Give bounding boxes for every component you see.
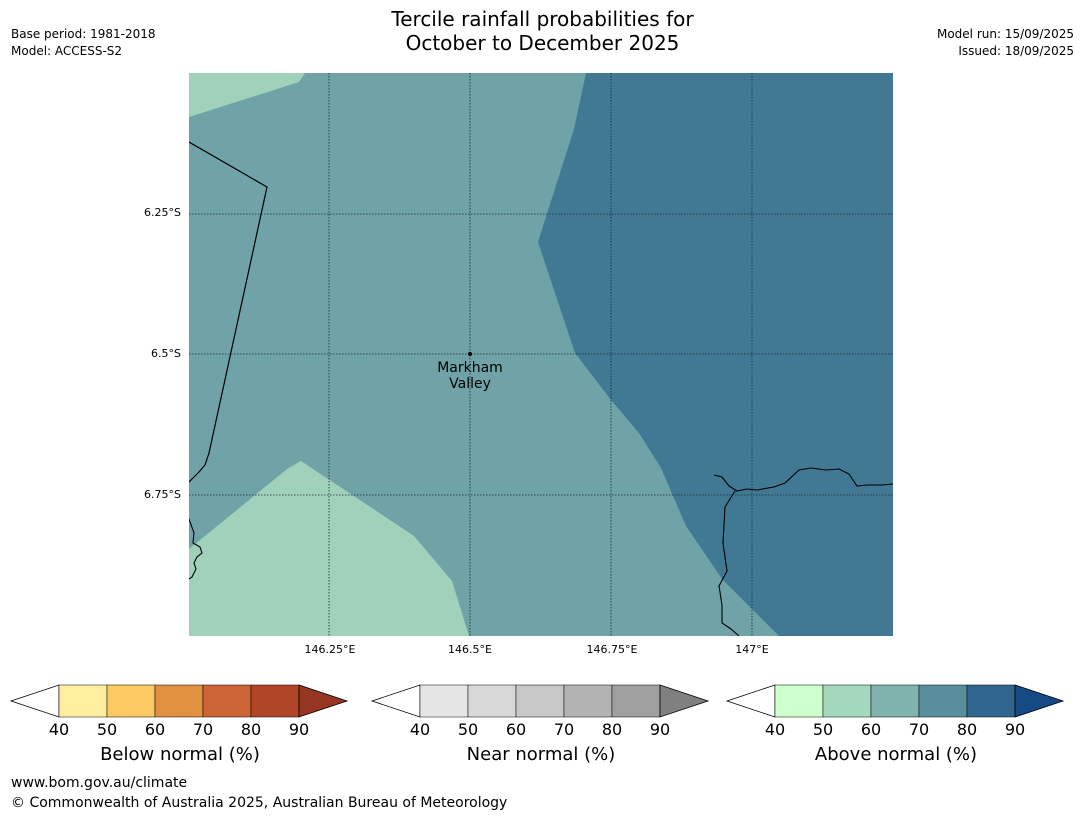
legend-near-tick-5: 80: [601, 720, 623, 739]
lat-label-3: 6.75°S: [144, 488, 181, 501]
legend-near-swatch-1: [419, 684, 469, 718]
legend-below-tick-4: 70: [192, 720, 214, 739]
lat-label-2: 6.5°S: [151, 347, 181, 360]
legend-above-tick-6: 90: [1004, 720, 1026, 739]
legend-below-bar: [9, 684, 349, 718]
legend-below-label: Below normal (%): [100, 744, 260, 765]
map-canvas: [189, 73, 893, 636]
legend-near-arrow-high: [659, 684, 710, 718]
lon-label-3: 146.75°E: [586, 643, 638, 656]
coastline-west: [189, 518, 203, 580]
lon-label-4: 147°E: [735, 643, 769, 656]
legend-near: 40 50 60 70 80 90 Near normal (%): [370, 684, 711, 765]
legend-above-arrow-low: [725, 684, 776, 718]
model-info: Base period: 1981-2018 Model: ACCESS-S2: [11, 26, 156, 60]
model-text: Model: ACCESS-S2: [11, 44, 123, 58]
legend-near-tick-6: 90: [649, 720, 671, 739]
legend-near-label: Near normal (%): [466, 744, 616, 765]
graticule: [189, 73, 893, 636]
title-line-1: Tercile rainfall probabilities for: [391, 7, 694, 31]
legend-below-tick-5: 80: [240, 720, 262, 739]
legend-above-tick-5: 80: [956, 720, 978, 739]
location-marker[interactable]: [468, 352, 472, 356]
legend-above-tick-4: 70: [908, 720, 930, 739]
legend-above: 40 50 60 70 80 90 Above normal (%): [725, 684, 1066, 765]
legend-above-tick-1: 40: [764, 720, 786, 739]
lon-label-1: 146.25°E: [304, 643, 356, 656]
legend-below-arrow-low: [9, 684, 60, 718]
legend-near-swatch-4: [563, 684, 613, 718]
legend-above-label: Above normal (%): [814, 744, 978, 765]
place-label-line1: Markham: [437, 360, 503, 376]
legend-below-tick-2: 50: [96, 720, 118, 739]
probability-map[interactable]: [189, 73, 893, 636]
footer-url[interactable]: www.bom.gov.au/climate: [11, 775, 188, 791]
model-run-text: Model run: 15/09/2025: [936, 27, 1074, 41]
legend-below-tick-1: 40: [48, 720, 70, 739]
page-title: Tercile rainfall probabilities for Octob…: [0, 7, 1085, 55]
legend-below-swatch-1: [58, 684, 108, 718]
base-period-text: Base period: 1981-2018: [11, 27, 156, 41]
legend-above-bar: [725, 684, 1065, 718]
legend-near-bar: [370, 684, 710, 718]
coastline-east: [713, 467, 893, 492]
legend-below-tick-6: 90: [288, 720, 310, 739]
map-region-50-60-top: [189, 73, 305, 117]
legend-below-swatch-3: [154, 684, 204, 718]
legend-below-arrow-high: [298, 684, 349, 718]
legend-above-arrow-high: [1014, 684, 1065, 718]
lat-label-1: 6.25°S: [144, 206, 181, 219]
legend-above-tick-3: 60: [860, 720, 882, 739]
river-line: [718, 490, 740, 636]
legend-above-swatch-5: [966, 684, 1016, 718]
legend-above-tick-2: 50: [812, 720, 834, 739]
legend-below-swatch-4: [202, 684, 252, 718]
legend-below-swatch-2: [106, 684, 156, 718]
title-line-2: October to December 2025: [405, 31, 680, 55]
legend-above-swatch-2: [822, 684, 872, 718]
legend-near-tick-4: 70: [553, 720, 575, 739]
legend-below-tick-3: 60: [144, 720, 166, 739]
legend-above-swatch-3: [870, 684, 920, 718]
lon-label-2: 146.5°E: [448, 643, 492, 656]
legend-near-swatch-3: [515, 684, 565, 718]
run-info: Model run: 15/09/2025 Issued: 18/09/2025: [937, 26, 1074, 60]
legend-below: 40 50 60 70 80 90 Below normal (%): [9, 684, 350, 765]
legend-below-swatch-5: [250, 684, 300, 718]
legend-above-swatch-4: [918, 684, 968, 718]
legend-near-swatch-5: [611, 684, 661, 718]
boundary-line: [189, 141, 268, 483]
legend-near-swatch-2: [467, 684, 517, 718]
legend-near-arrow-low: [370, 684, 421, 718]
legend-near-tick-3: 60: [505, 720, 527, 739]
issued-text: Issued: 18/09/2025: [958, 44, 1074, 58]
legend-near-tick-2: 50: [457, 720, 479, 739]
legend-above-swatch-1: [774, 684, 824, 718]
footer-copyright: © Commonwealth of Australia 2025, Austra…: [11, 795, 508, 811]
place-label: Markham Valley: [420, 360, 520, 392]
legend-near-tick-1: 40: [409, 720, 431, 739]
place-label-line2: Valley: [449, 376, 491, 392]
